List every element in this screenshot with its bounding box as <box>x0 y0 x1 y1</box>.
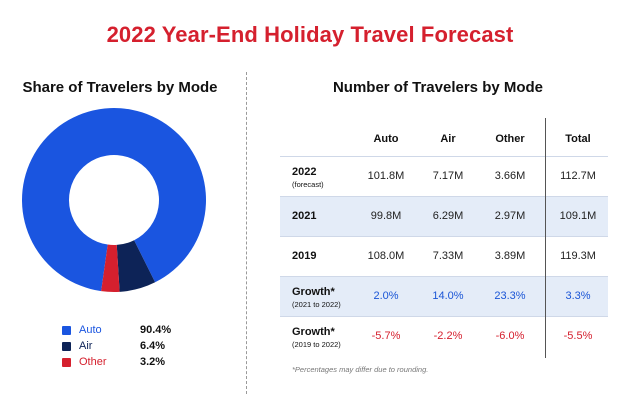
legend-item-auto: Auto 90.4% <box>62 323 212 337</box>
table-cell: 2.0% <box>373 290 399 302</box>
legend-swatch <box>62 341 71 351</box>
table-cell: -6.0% <box>495 330 525 342</box>
column-header-total: Total <box>565 133 591 145</box>
row-label: Growth* (2021 to 2022) <box>292 286 341 309</box>
table-cell: -2.2% <box>433 330 463 342</box>
column-header-air: Air <box>440 133 456 145</box>
total-column-divider <box>545 118 546 358</box>
legend-item-other: Other 3.2% <box>62 355 212 369</box>
row-separator <box>280 276 608 277</box>
row-sublabel: (2021 to 2022) <box>292 300 341 309</box>
table-cell: -5.7% <box>371 330 401 342</box>
row-separator <box>280 196 608 197</box>
section-divider <box>246 72 247 394</box>
donut-slice-air <box>116 240 156 292</box>
legend-label: Auto <box>79 324 102 336</box>
row-label: 2022 (forecast) <box>292 166 324 189</box>
table-row-band <box>280 277 608 316</box>
table-cell: 99.8M <box>370 210 402 222</box>
legend-value: 6.4% <box>140 340 166 352</box>
table-cell: 3.89M <box>494 250 526 262</box>
column-header-auto: Auto <box>373 133 399 145</box>
table-cell: 7.17M <box>432 170 464 182</box>
table-row-band <box>280 197 608 236</box>
page-title: 2022 Year-End Holiday Travel Forecast <box>106 22 514 47</box>
legend-swatch <box>62 325 71 335</box>
travelers-table: Auto Air Other Total 2022 (forecast) 101.8M 7.1… <box>280 118 608 358</box>
table-cell: 119.3M <box>560 250 596 262</box>
table-cell: 2.97M <box>494 210 526 222</box>
legend-swatch <box>62 357 71 367</box>
row-label: Growth* (2019 to 2022) <box>292 326 341 349</box>
table-cell: 109.1M <box>559 210 597 222</box>
row-separator <box>280 236 608 237</box>
table-cell: 112.7M <box>560 170 596 182</box>
legend-label: Other <box>79 356 107 368</box>
donut-slice-auto <box>22 108 207 292</box>
column-header-other: Other <box>495 133 525 145</box>
legend-label: Air <box>79 340 93 352</box>
table-cell: 108.0M <box>367 250 405 262</box>
legend-item-air: Air 6.4% <box>62 339 212 353</box>
table-cell: -5.5% <box>563 330 593 342</box>
row-label: 2021 <box>292 210 317 222</box>
row-separator <box>280 316 608 317</box>
row-sublabel: (2019 to 2022) <box>292 340 341 349</box>
donut-slice-other <box>101 244 120 292</box>
donut-chart-title: Share of Travelers by Mode <box>22 79 218 96</box>
row-sublabel: (forecast) <box>292 180 324 189</box>
table-title: Number of Travelers by Mode <box>332 79 544 96</box>
donut-legend: Auto 90.4% Air 6.4% Other 3.2% <box>62 323 212 371</box>
table-cell: 7.33M <box>432 250 464 262</box>
legend-value: 90.4% <box>140 324 172 336</box>
table-cell: 101.8M <box>367 170 405 182</box>
table-cell: 3.3% <box>565 290 591 302</box>
row-label: 2019 <box>292 250 317 262</box>
row-separator <box>280 156 608 157</box>
table-cell: 14.0% <box>432 290 464 302</box>
table-cell: 6.29M <box>432 210 464 222</box>
footnote: *Percentages may differ due to rounding. <box>292 365 429 374</box>
legend-value: 3.2% <box>140 356 166 368</box>
table-cell: 3.66M <box>494 170 526 182</box>
table-cell: 23.3% <box>494 290 526 302</box>
donut-chart <box>22 108 207 292</box>
